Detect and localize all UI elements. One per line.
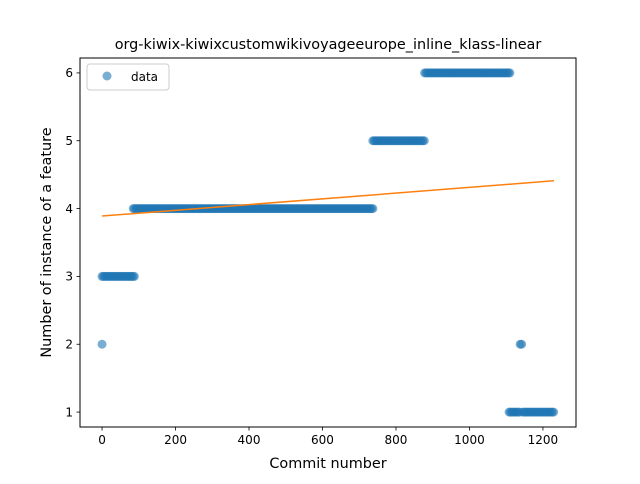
legend-label-data: data (131, 70, 158, 84)
y-axis-label: Number of instance of a feature (39, 127, 55, 357)
x-axis: 0 200 400 600 800 1000 1200 (98, 427, 558, 447)
x-tick-label: 200 (164, 433, 187, 447)
plot-area (97, 68, 559, 417)
legend-marker-data (102, 71, 112, 81)
legend-box (86, 63, 170, 91)
y-tick-label: 5 (65, 134, 73, 148)
x-tick-label: 400 (238, 433, 261, 447)
y-tick-label: 6 (65, 66, 73, 80)
y-tick-label: 3 (65, 270, 73, 284)
x-axis-label: Commit number (269, 456, 386, 472)
legend: data (86, 63, 170, 91)
data-point (419, 136, 429, 146)
data-point (97, 339, 107, 349)
data-point (549, 407, 559, 417)
chart-title: org-kiwix-kiwixcustomwikivoyageeurope_in… (115, 37, 542, 53)
x-tick-label: 1200 (528, 433, 559, 447)
data-point (368, 204, 378, 214)
y-tick-label: 2 (65, 338, 73, 352)
x-tick-label: 1000 (454, 433, 485, 447)
data-point (505, 68, 515, 78)
x-tick-label: 800 (385, 433, 408, 447)
data-point (517, 339, 527, 349)
data-point (129, 271, 139, 281)
y-tick-label: 4 (65, 202, 73, 216)
y-tick-label: 1 (65, 405, 73, 419)
x-tick-label: 0 (98, 433, 106, 447)
x-tick-label: 600 (311, 433, 334, 447)
axes-frame (79, 57, 577, 428)
y-axis: 1 2 3 4 5 6 (65, 66, 80, 419)
fit-line (101, 180, 555, 217)
